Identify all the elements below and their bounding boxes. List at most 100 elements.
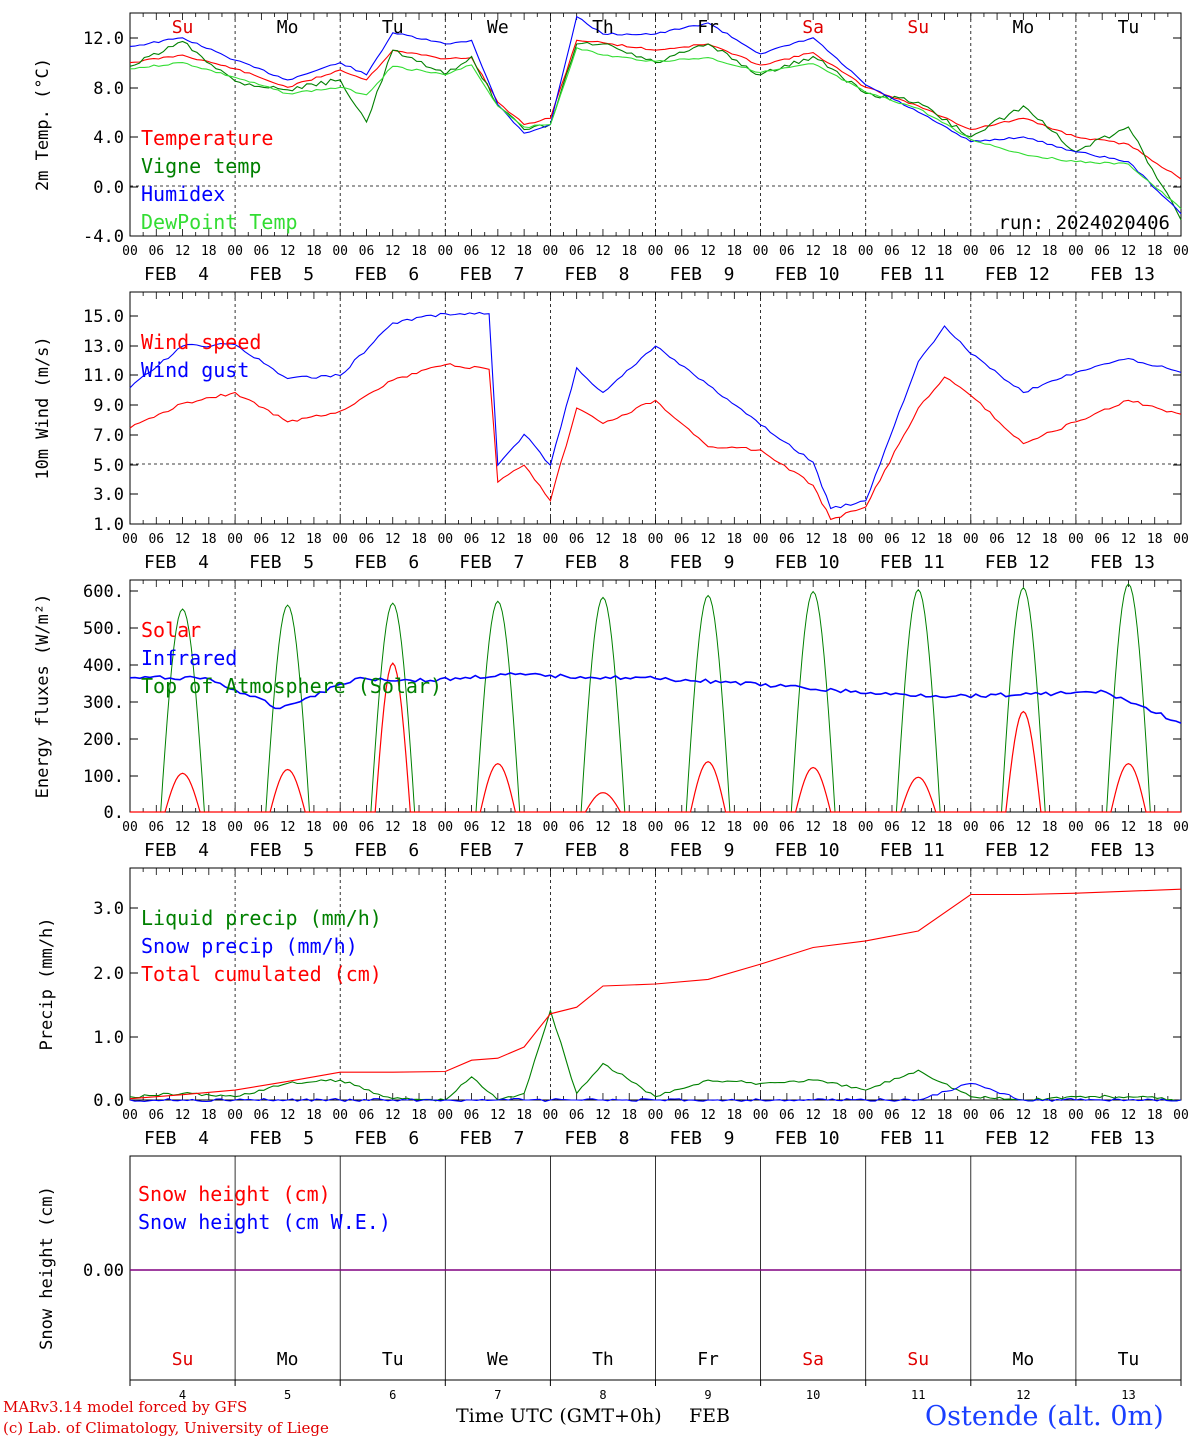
x-hour-label: 06 [1094,532,1110,547]
weekday-label: Su [172,1349,194,1370]
x-hour-label: 06 [1094,1108,1110,1123]
x-hour-label: 12 [385,1108,401,1123]
y-axis-label: 10m Wind (m/s) [33,336,53,479]
x-hour-label: 06 [1094,244,1110,259]
x-hour-label: 00 [1068,1108,1084,1123]
x-date-label: FEB 13 [1090,264,1155,285]
x-date-label: FEB 11 [880,552,945,573]
series-line-humidex [129,15,1182,215]
x-hour-label: 00 [437,244,453,259]
x-hour-label: 06 [148,244,164,259]
x-hour-label: 06 [779,532,795,547]
x-hour-label: 00 [1068,820,1084,835]
day-number-label: 10 [806,1388,820,1402]
x-hour-label: 18 [516,820,532,835]
x-hour-label: 18 [621,244,637,259]
x-hour-label: 00 [1068,244,1084,259]
x-hour-label: 06 [674,820,690,835]
x-hour-label: 06 [569,820,585,835]
x-hour-label: 12 [700,244,716,259]
x-hour-label: 18 [937,532,953,547]
x-hour-label: 12 [1121,820,1137,835]
x-hour-label: 00 [753,820,769,835]
y-tick-label: 13.0 [83,337,124,357]
x-date-label: FEB 11 [880,1128,945,1149]
x-hour-label: 18 [411,1108,427,1123]
series-line-dewpoint-temp [129,46,1182,210]
x-hour-label: 00 [963,532,979,547]
weekday-label: Su [907,1349,929,1370]
x-hour-label: 12 [1016,1108,1032,1123]
x-hour-label: 18 [621,820,637,835]
x-hour-label: 00 [858,244,874,259]
x-hour-label: 12 [595,820,611,835]
weekday-label: Th [592,1349,614,1370]
series-line-liquid-precip-mm-h- [129,1008,1182,1102]
x-hour-label: 12 [175,244,191,259]
x-date-label: FEB 8 [564,1128,629,1149]
x-hour-label: 06 [254,244,270,259]
y-axis-label: Snow height (cm) [37,1186,57,1350]
x-date-label: FEB 9 [670,1128,735,1149]
legend-entry: Temperature [141,126,273,150]
x-hour-label: 06 [989,532,1005,547]
series-line-wind-speed [129,363,1182,521]
x-hour-label: 06 [148,1108,164,1123]
y-tick-label: 7.0 [93,426,124,446]
x-date-label: FEB 10 [775,264,840,285]
x-hour-label: 18 [832,820,848,835]
x-hour-label: 06 [254,532,270,547]
x-hour-label: 18 [411,244,427,259]
y-tick-label: 3.0 [93,899,124,919]
x-hour-label: 12 [175,532,191,547]
x-hour-label: 18 [726,820,742,835]
x-hour-label: 00 [1173,244,1189,259]
y-tick-label: 12.0 [83,29,124,49]
x-hour-label: 12 [385,244,401,259]
x-hour-label: 06 [674,244,690,259]
y-tick-label: 200. [83,730,124,750]
y-axis-label: Precip (mm/h) [37,917,57,1050]
x-hour-label: 18 [516,532,532,547]
x-hour-label: 06 [569,532,585,547]
model-credit: MARv3.14 model forced by GFS [3,1398,248,1416]
x-hour-label: 18 [306,244,322,259]
x-hour-label: 18 [306,820,322,835]
x-hour-label: 06 [884,820,900,835]
x-date-label: FEB 9 [670,264,735,285]
legend-entry: Humidex [141,182,225,206]
x-hour-label: 18 [621,532,637,547]
x-hour-label: 18 [726,244,742,259]
weekday-label: Fr [697,1349,719,1370]
y-tick-label: 400. [83,656,124,676]
x-date-label: FEB 9 [670,552,735,573]
y-tick-label: 0.0 [93,178,124,198]
x-hour-label: 18 [516,244,532,259]
x-hour-label: 18 [1147,820,1163,835]
x-hour-label: 18 [306,1108,322,1123]
y-tick-label: 11.0 [83,366,124,386]
panel-frame [129,12,1182,237]
x-hour-label: 12 [1016,820,1032,835]
x-hour-label: 06 [464,820,480,835]
x-hour-label: 06 [254,1108,270,1123]
day-number-label: 6 [389,1388,396,1402]
x-hour-label: 00 [858,532,874,547]
x-axis-month: FEB [689,1405,731,1427]
x-date-label: FEB 10 [775,840,840,861]
x-hour-label: 12 [385,532,401,547]
weekday-label: Tu [382,1349,404,1370]
x-axis-title: Time UTC (GMT+0h) [456,1405,662,1427]
x-date-label: FEB 8 [564,840,629,861]
y-tick-label: 5.0 [93,456,124,476]
x-date-label: FEB 4 [144,552,209,573]
series-line-total-cumulated-cm- [129,888,1182,1100]
x-hour-label: 18 [1147,1108,1163,1123]
x-hour-label: 00 [963,244,979,259]
x-hour-label: 12 [175,1108,191,1123]
x-date-label: FEB 9 [670,840,735,861]
series-line-temperature [129,39,1182,180]
x-hour-label: 06 [989,820,1005,835]
x-hour-label: 12 [1016,244,1032,259]
x-hour-label: 00 [858,820,874,835]
